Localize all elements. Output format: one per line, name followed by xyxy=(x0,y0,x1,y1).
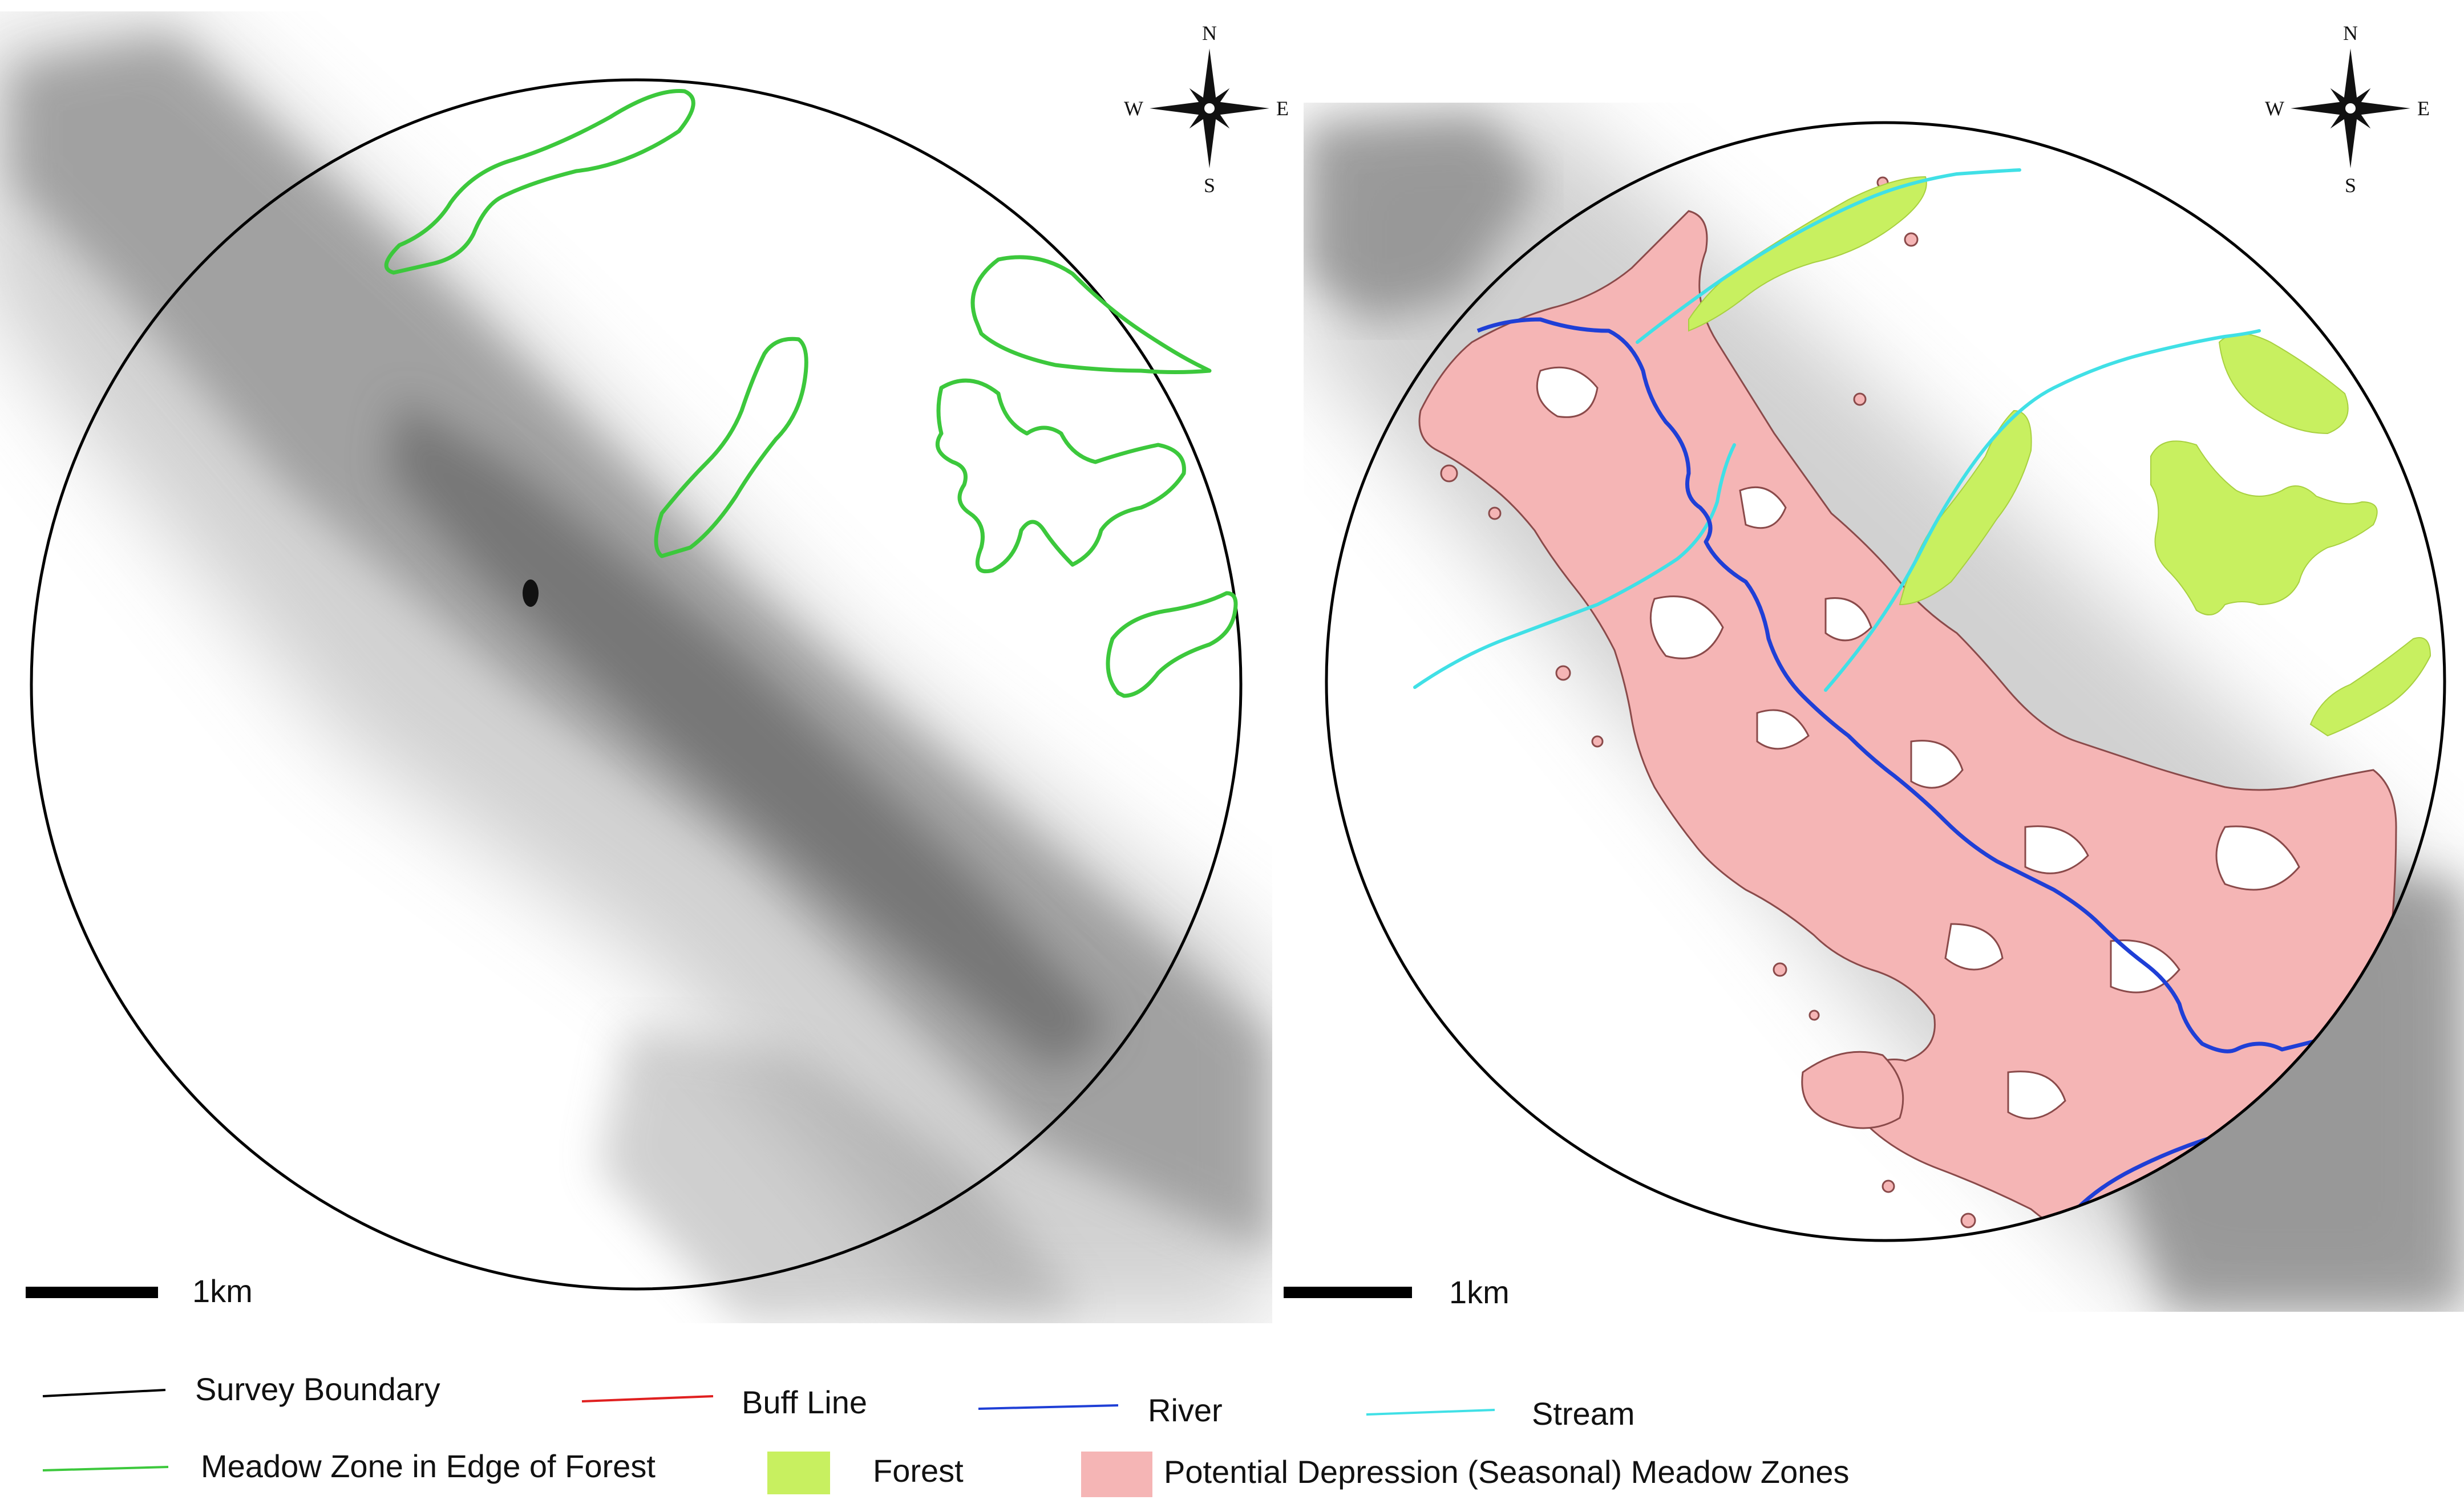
compass-s: S xyxy=(1204,174,1215,197)
compass-e: E xyxy=(1276,97,1289,120)
legend-label-depression: Potential Depression (Seasonal) Meadow Z… xyxy=(1164,1454,1850,1490)
left-map-panel: N S E W 1km xyxy=(0,11,1289,1323)
streams xyxy=(1413,168,2261,692)
compass-w: W xyxy=(2265,97,2284,120)
legend-label-survey-boundary: Survey Boundary xyxy=(195,1371,440,1407)
forest-5 xyxy=(2309,637,2431,737)
depression-zone-patch xyxy=(1801,1051,1904,1129)
stream-1 xyxy=(1413,443,1736,689)
legend-label-forest: Forest xyxy=(873,1453,964,1489)
legend-label-buff-line: Buff Line xyxy=(742,1384,867,1420)
north-arrow-right: N S E W xyxy=(2265,22,2430,197)
legend-swatch-meadow-edge xyxy=(42,1466,169,1471)
right-map-panel: N S E W 1km xyxy=(1284,22,2464,1312)
compass-n: N xyxy=(2343,22,2358,44)
legend-swatch-buff-line xyxy=(581,1395,714,1402)
scale-label: 1km xyxy=(1449,1274,1510,1310)
compass-e: E xyxy=(2417,97,2430,120)
survey-boundary-right xyxy=(1325,121,2446,1242)
meadow-zone-1 xyxy=(384,89,695,275)
stream-2 xyxy=(1636,168,2021,344)
legend-label-stream: Stream xyxy=(1532,1396,1635,1432)
meadow-zone-4 xyxy=(935,378,1186,573)
forest-4 xyxy=(2150,440,2378,615)
scale-bar-right: 1km xyxy=(1284,1274,1510,1310)
compass-n: N xyxy=(1202,22,1217,44)
legend-swatch-forest xyxy=(767,1452,830,1494)
legend-label-meadow-edge: Meadow Zone in Edge of Forest xyxy=(201,1448,656,1484)
scale-bar-line xyxy=(1284,1287,1412,1298)
legend-label-river: River xyxy=(1148,1392,1223,1428)
meadow-zone-5 xyxy=(1106,591,1238,698)
legend-swatch-river xyxy=(978,1404,1119,1410)
meadow-zone-2 xyxy=(654,337,808,558)
scale-label: 1km xyxy=(192,1273,253,1309)
survey-boundary-left xyxy=(30,78,1243,1291)
forest-1 xyxy=(1688,176,1927,332)
forest-3 xyxy=(2218,333,2349,435)
legend: Survey Boundary Buff Line River Stream M… xyxy=(42,1371,1850,1497)
depression-gaps xyxy=(1536,366,2300,1120)
terrain-imagery xyxy=(0,11,1272,1323)
north-arrow-left: N S E W xyxy=(1124,22,1289,197)
meadow-zone-3 xyxy=(970,255,1212,374)
depression-specks xyxy=(1440,176,1976,1229)
compass-s: S xyxy=(2345,174,2356,197)
legend-swatch-stream xyxy=(1366,1409,1495,1416)
scale-bar-line xyxy=(26,1287,158,1298)
stream-3 xyxy=(1824,329,2261,692)
compass-w: W xyxy=(1124,97,1143,120)
legend-swatch-depression xyxy=(1081,1452,1152,1497)
dark-spot xyxy=(523,579,539,607)
scale-bar-left: 1km xyxy=(26,1273,253,1309)
legend-swatch-survey-boundary xyxy=(42,1389,166,1397)
river-main xyxy=(1476,317,2386,1053)
meadow-edge-zones xyxy=(384,89,1238,698)
